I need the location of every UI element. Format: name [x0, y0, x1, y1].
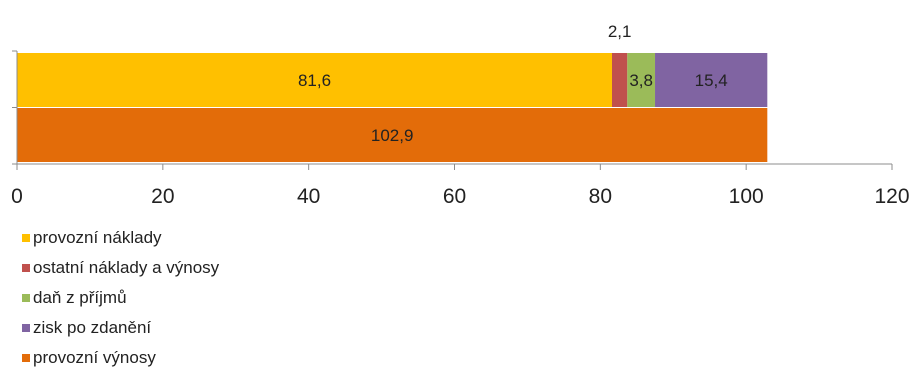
- data-label-bar-1-series-2: 2,1: [608, 22, 632, 41]
- bar-1-series-4: [655, 53, 768, 107]
- x-tick-label: 20: [151, 185, 174, 208]
- x-tick-label: 80: [589, 185, 612, 208]
- bar-1-series-1: [17, 53, 612, 107]
- data-labels-layer: 81,6 2,1 3,8 15,4 102,9: [298, 22, 728, 145]
- x-tick-label: 0: [11, 185, 23, 208]
- legend-label-3: daň z příjmů: [33, 288, 127, 307]
- x-tick-label: 100: [729, 185, 764, 208]
- data-label-bar-1-series-4: 15,4: [695, 71, 728, 90]
- legend-label-1: provozní náklady: [33, 228, 162, 247]
- legend-label-5: provozní výnosy: [33, 348, 156, 367]
- bar-1-series-3: [627, 53, 656, 107]
- legend-swatch-5: [22, 354, 30, 362]
- legend-label-4: zisk po zdanění: [33, 318, 151, 337]
- x-axis: 0 20 40 60 80 100 120: [11, 50, 910, 208]
- bar-1-series-2: [612, 53, 628, 107]
- data-label-bar-1-series-1: 81,6: [298, 71, 331, 90]
- data-label-bar-1-series-3: 3,8: [629, 71, 653, 90]
- legend-swatch-4: [22, 324, 30, 332]
- x-tick-label: 60: [443, 185, 466, 208]
- x-tick-label: 120: [874, 185, 909, 208]
- legend-label-2: ostatní náklady a výnosy: [33, 258, 220, 277]
- legend: provozní náklady ostatní náklady a výnosy…: [22, 228, 220, 367]
- legend-swatch-3: [22, 294, 30, 302]
- data-label-bar-2-series-5: 102,9: [371, 126, 414, 145]
- bars-layer: [17, 53, 768, 162]
- legend-swatch-1: [22, 234, 30, 242]
- x-tick-label: 40: [297, 185, 320, 208]
- bar-2-series-5: [17, 108, 768, 162]
- legend-swatch-2: [22, 264, 30, 272]
